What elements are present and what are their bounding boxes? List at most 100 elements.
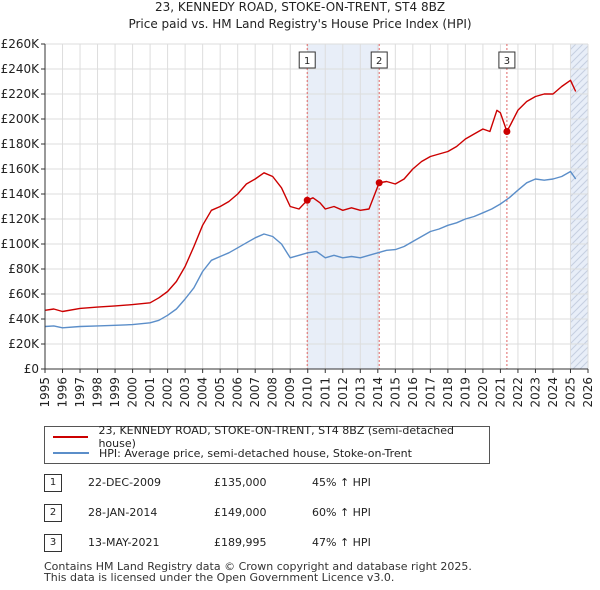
x-tick-label: 2024 [546,377,560,408]
hatch-line [570,227,588,246]
x-tick-label: 2012 [336,377,350,408]
transaction-price: £189,995 [214,536,267,549]
hatch-line [570,44,584,57]
sale-point-2 [375,179,383,187]
hatch-line [570,269,588,288]
x-tick-label: 2021 [493,377,507,408]
hatch-line [570,45,588,64]
hatch-line [570,213,588,232]
hatch-line [570,164,588,183]
hatch-line [570,304,588,323]
legend-entry-property: 23, KENNEDY ROAD, STOKE-ON-TRENT, ST4 8B… [53,424,489,450]
hatch-line [570,66,588,85]
x-tick-label: 1997 [73,377,87,408]
hatch-line [570,248,588,267]
x-tick-label: 2014 [371,377,385,408]
sale-point-1 [303,196,311,204]
transaction-number: 1 [44,474,62,492]
x-tick-label: 2005 [213,377,227,408]
markers: 1 2 3 [298,51,516,204]
x-tick-label: 2002 [161,377,175,408]
x-tick-label: 2017 [423,377,437,408]
series-line-property [44,79,577,313]
transaction-date: 13-MAY-2021 [88,536,160,549]
x-tick-label: 2013 [353,377,367,408]
transaction-number: 3 [44,534,62,552]
footer: Contains HM Land Registry data © Crown c… [44,561,472,583]
hatch-line [579,360,588,369]
x-tick-label: 2009 [283,377,297,408]
hatch-line [570,311,588,330]
grid [44,43,589,370]
table-row: 1 22-DEC-2009 £135,000 45% ↑ HPI [44,474,444,494]
y-tick-label: £140K [1,187,41,201]
table-row: 3 13-MAY-2021 £189,995 47% ↑ HPI [44,534,444,554]
transaction-date: 22-DEC-2009 [88,476,162,489]
y-tick-label: £0 [24,362,39,376]
x-tick-label: 1995 [38,377,52,408]
hatch-line [570,346,588,365]
x-tick-label: 2018 [441,377,455,408]
hatch-line [570,283,588,302]
hatch-line [570,339,588,358]
y-tick-label: £20K [8,337,40,351]
axes: £0 £20K £40K £60K £80K £100K £120K £140K £160K £1… [1,37,595,408]
hatch-line [570,220,588,239]
legend-swatch-property [53,436,89,438]
x-tick-label: 2008 [266,377,280,408]
hatch-line [570,25,588,43]
hatch-line [570,108,588,127]
hatch-line [570,185,588,204]
x-tick-label: 2001 [143,377,157,408]
y-tick-label: £260K [1,37,41,51]
x-tick-label: 2003 [178,377,192,408]
x-tick-label: 2000 [126,377,140,408]
chart: £0 £20K £40K £60K £80K £100K £120K £140K £160K £1… [1,0,595,408]
y-tick-label: £240K [1,62,41,76]
hatch-line [570,192,588,211]
x-tick-label: 2007 [248,377,262,408]
legend-entry-hpi: HPI: Average price, semi-detached house,… [53,445,412,461]
x-tick-label: 2015 [388,377,402,408]
y-tick-label: £160K [1,162,41,176]
hatch-line [570,276,588,295]
y-tick-label: £100K [1,237,41,251]
y-tick-label: £40K [8,312,40,326]
hatch-line [570,262,588,281]
legend-swatch-hpi [53,452,89,454]
y-tick-label: £180K [1,137,41,151]
marker-label-2: 2 [376,56,382,67]
hatch-line [570,129,588,148]
hatch-line [570,143,588,162]
x-tick-label: 1998 [91,377,105,408]
x-tick-label: 2016 [406,377,420,408]
hatch-line [570,241,588,260]
x-tick-label: 2019 [458,377,472,408]
table-row: 2 28-JAN-2014 £149,000 60% ↑ HPI [44,504,444,524]
legend-label-hpi: HPI: Average price, semi-detached house,… [99,446,412,460]
hatch-line [570,11,588,29]
transaction-number: 2 [44,504,62,522]
hatch-line [570,318,588,337]
y-tick-label: £80K [8,262,40,276]
x-tick-label: 1999 [108,377,122,408]
hatch-line [570,122,588,141]
x-tick-label: 2006 [231,377,245,408]
marker-box-1 [298,51,316,69]
x-tick-label: 1996 [56,377,70,408]
y-tick-label: £200K [1,112,41,126]
marker-label-1: 1 [304,56,310,67]
transaction-hpi: 45% ↑ HPI [312,476,371,489]
marker-box-3 [498,51,516,69]
hatch-line [570,157,588,176]
sale-point-3 [503,128,511,136]
legend: 23, KENNEDY ROAD, STOKE-ON-TRENT, ST4 8B… [44,424,490,464]
transaction-date: 28-JAN-2014 [88,506,158,519]
transaction-hpi: 47% ↑ HPI [312,536,371,549]
y-tick-label: £220K [1,87,41,101]
hatch-line [570,80,588,99]
legend-label-property: 23, KENNEDY ROAD, STOKE-ON-TRENT, ST4 8B… [98,424,454,450]
x-tick-label: 2025 [563,377,577,408]
transaction-price: £149,000 [214,506,267,519]
hatch-line [570,255,588,274]
